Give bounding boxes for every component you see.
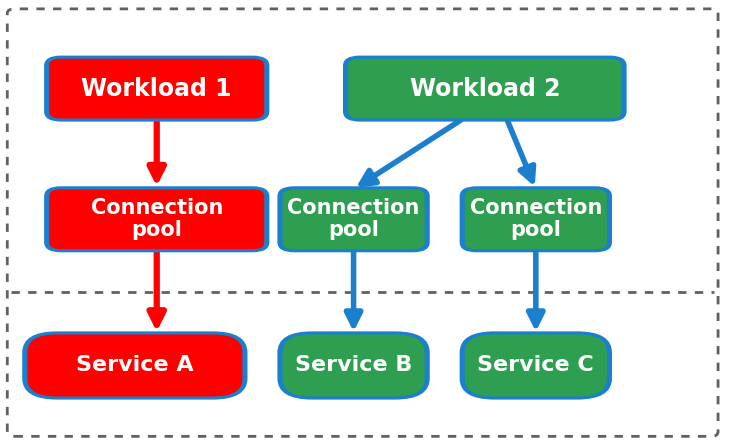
FancyBboxPatch shape [464,334,607,396]
Text: Connection
pool: Connection pool [287,198,420,240]
FancyBboxPatch shape [23,331,248,400]
Text: Service B: Service B [295,355,413,376]
FancyBboxPatch shape [343,56,626,122]
FancyBboxPatch shape [277,331,429,400]
Text: Service A: Service A [76,355,194,376]
Text: Service C: Service C [477,355,594,376]
FancyBboxPatch shape [282,334,424,396]
Text: Workload 1: Workload 1 [82,77,232,101]
FancyBboxPatch shape [459,186,612,253]
FancyBboxPatch shape [50,190,264,249]
FancyBboxPatch shape [277,186,429,253]
FancyBboxPatch shape [44,186,270,253]
Text: Workload 2: Workload 2 [410,77,560,101]
FancyBboxPatch shape [282,190,424,249]
FancyBboxPatch shape [464,190,607,249]
FancyBboxPatch shape [459,331,612,400]
FancyBboxPatch shape [28,334,242,396]
FancyBboxPatch shape [50,59,264,119]
Text: Connection
pool: Connection pool [90,198,223,240]
Text: Connection
pool: Connection pool [469,198,602,240]
FancyBboxPatch shape [348,59,621,119]
FancyBboxPatch shape [44,56,270,122]
